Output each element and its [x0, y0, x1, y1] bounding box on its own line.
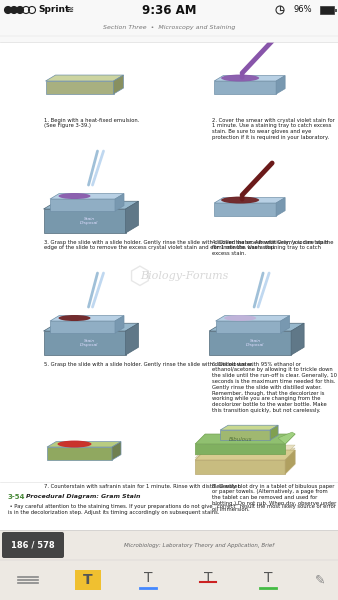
Polygon shape — [47, 447, 112, 460]
Polygon shape — [50, 321, 115, 333]
Polygon shape — [115, 316, 124, 333]
Polygon shape — [195, 450, 295, 460]
Text: ≋: ≋ — [66, 5, 74, 15]
Ellipse shape — [58, 315, 91, 321]
Text: Biology-Forums: Biology-Forums — [140, 271, 228, 281]
Polygon shape — [285, 450, 295, 474]
Polygon shape — [47, 442, 121, 447]
Text: Stain
Disposal: Stain Disposal — [80, 339, 99, 347]
Polygon shape — [214, 197, 285, 203]
Polygon shape — [195, 445, 295, 455]
Text: 2. Cover the smear with crystal violet stain for 1 minute. Use a staining tray t: 2. Cover the smear with crystal violet s… — [212, 118, 335, 140]
Polygon shape — [50, 194, 124, 199]
Text: Procedural Diagram: Gram Stain: Procedural Diagram: Gram Stain — [26, 494, 141, 499]
Text: Stain
Disposal: Stain Disposal — [246, 339, 264, 347]
Text: • Pay careful attention to the staining times. If your preparations do not give : • Pay careful attention to the staining … — [8, 504, 336, 515]
Polygon shape — [276, 76, 285, 94]
Text: 3-54: 3-54 — [8, 494, 25, 500]
Ellipse shape — [221, 197, 259, 203]
Polygon shape — [114, 75, 123, 94]
Text: 1. Begin with a heat-fixed emulsion.
(See Figure 3-39.): 1. Begin with a heat-fixed emulsion. (Se… — [45, 118, 140, 128]
Polygon shape — [44, 323, 139, 331]
Text: 4. Cover the smear with Gram's iodine stain for 1 minute. Use a staining tray to: 4. Cover the smear with Gram's iodine st… — [212, 239, 329, 256]
Circle shape — [17, 7, 24, 13]
Polygon shape — [195, 444, 285, 454]
Polygon shape — [214, 81, 276, 94]
Polygon shape — [125, 323, 139, 355]
Polygon shape — [216, 321, 281, 333]
Text: Stain
Disposal: Stain Disposal — [80, 217, 99, 226]
Polygon shape — [115, 194, 124, 211]
Polygon shape — [125, 201, 139, 233]
Ellipse shape — [224, 315, 256, 321]
Polygon shape — [46, 75, 123, 81]
Ellipse shape — [57, 440, 92, 448]
Polygon shape — [220, 430, 270, 440]
Polygon shape — [214, 76, 285, 81]
Polygon shape — [195, 434, 295, 444]
Polygon shape — [220, 425, 278, 430]
Text: T: T — [144, 571, 152, 585]
Text: 186 / 578: 186 / 578 — [11, 541, 55, 550]
Text: T: T — [83, 573, 93, 587]
Polygon shape — [44, 331, 125, 355]
Text: 8. Gently blot dry in a tablet of bibulous paper or paper towels. (Alternatively: 8. Gently blot dry in a tablet of bibulo… — [212, 484, 337, 512]
Polygon shape — [209, 323, 304, 331]
Polygon shape — [291, 323, 304, 355]
Text: 5. Grasp the slide with a slide holder. Gently rinse the slide with distilled wa: 5. Grasp the slide with a slide holder. … — [45, 362, 254, 367]
Text: Section Three  •  Microscopy and Staining: Section Three • Microscopy and Staining — [103, 25, 235, 31]
Ellipse shape — [240, 73, 245, 80]
Text: Bibulous: Bibulous — [228, 437, 252, 442]
Text: 7. Counterstain with safranin stain for 1 minute. Rinse with distilled water.: 7. Counterstain with safranin stain for … — [45, 484, 241, 488]
Bar — [334, 8, 337, 11]
Text: 3. Grasp the slide with a slide holder. Gently rinse the slide with distilled wa: 3. Grasp the slide with a slide holder. … — [45, 239, 334, 250]
Polygon shape — [214, 203, 276, 216]
Polygon shape — [216, 316, 290, 321]
Polygon shape — [195, 448, 295, 458]
Circle shape — [4, 7, 11, 13]
Text: T: T — [264, 571, 272, 585]
Text: ⬡: ⬡ — [128, 264, 150, 288]
Polygon shape — [50, 199, 115, 211]
Ellipse shape — [221, 74, 259, 82]
Bar — [75, 570, 101, 590]
Bar — [0, 0, 338, 42]
Polygon shape — [195, 460, 285, 474]
Polygon shape — [44, 201, 139, 209]
Text: Sprint: Sprint — [38, 5, 69, 14]
Circle shape — [10, 7, 18, 13]
FancyBboxPatch shape — [2, 532, 64, 558]
Polygon shape — [276, 197, 285, 216]
Bar — [0, 530, 338, 600]
Polygon shape — [44, 209, 125, 233]
Ellipse shape — [240, 194, 245, 202]
Bar — [320, 6, 334, 14]
Polygon shape — [209, 331, 291, 355]
Text: 96%: 96% — [293, 5, 312, 14]
Polygon shape — [278, 432, 295, 444]
Polygon shape — [46, 81, 114, 94]
Polygon shape — [270, 425, 278, 440]
Text: 9:36 AM: 9:36 AM — [142, 4, 196, 16]
Polygon shape — [50, 316, 124, 321]
Text: 6. Decolorize with 95% ethanol or ethanol/acetone by allowing it to trickle down: 6. Decolorize with 95% ethanol or ethano… — [212, 362, 337, 413]
Polygon shape — [112, 442, 121, 460]
Text: Microbiology: Laboratory Theory and Application, Brief: Microbiology: Laboratory Theory and Appl… — [124, 542, 274, 547]
Polygon shape — [281, 316, 290, 333]
Polygon shape — [195, 451, 295, 461]
Ellipse shape — [58, 193, 91, 199]
Text: ✎: ✎ — [315, 574, 325, 587]
Text: T: T — [204, 571, 212, 585]
